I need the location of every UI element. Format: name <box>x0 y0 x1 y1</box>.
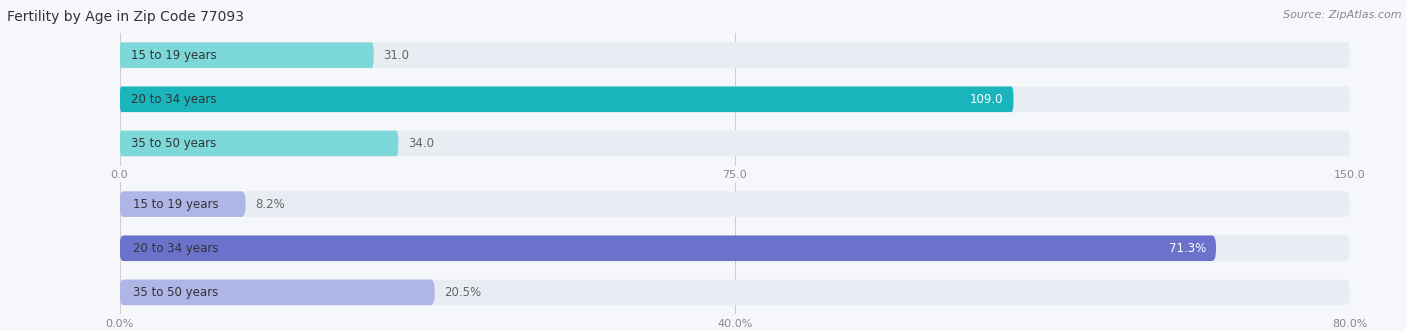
Text: 8.2%: 8.2% <box>256 198 285 211</box>
FancyBboxPatch shape <box>120 235 1216 261</box>
FancyBboxPatch shape <box>120 42 1350 68</box>
FancyBboxPatch shape <box>120 86 1350 112</box>
Text: 20 to 34 years: 20 to 34 years <box>134 242 219 255</box>
FancyBboxPatch shape <box>120 280 434 305</box>
FancyBboxPatch shape <box>120 131 398 156</box>
Text: 35 to 50 years: 35 to 50 years <box>134 286 218 299</box>
Text: 71.3%: 71.3% <box>1168 242 1206 255</box>
Text: Fertility by Age in Zip Code 77093: Fertility by Age in Zip Code 77093 <box>7 10 245 24</box>
FancyBboxPatch shape <box>120 280 1350 305</box>
Text: 34.0: 34.0 <box>408 137 434 150</box>
FancyBboxPatch shape <box>120 191 1350 217</box>
Text: 109.0: 109.0 <box>970 93 1004 106</box>
FancyBboxPatch shape <box>120 191 246 217</box>
Text: Source: ZipAtlas.com: Source: ZipAtlas.com <box>1284 10 1402 20</box>
FancyBboxPatch shape <box>120 42 374 68</box>
Text: 15 to 19 years: 15 to 19 years <box>132 49 217 62</box>
Text: 20.5%: 20.5% <box>444 286 482 299</box>
FancyBboxPatch shape <box>120 131 1350 156</box>
Text: 20 to 34 years: 20 to 34 years <box>132 93 217 106</box>
Text: 15 to 19 years: 15 to 19 years <box>134 198 219 211</box>
Text: 31.0: 31.0 <box>384 49 409 62</box>
Text: 35 to 50 years: 35 to 50 years <box>132 137 217 150</box>
FancyBboxPatch shape <box>120 235 1350 261</box>
FancyBboxPatch shape <box>120 86 1014 112</box>
